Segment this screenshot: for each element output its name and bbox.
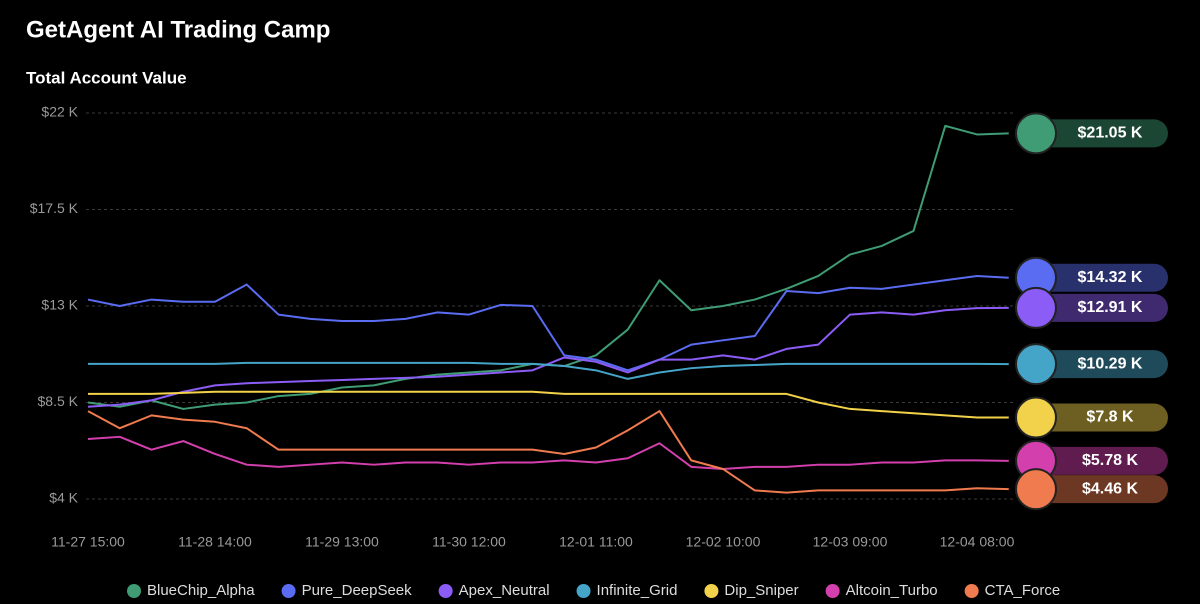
- end-badge: $12.91 K: [1015, 286, 1168, 329]
- chart-subtitle: Total Account Value: [26, 68, 187, 87]
- series-line: [87, 124, 1009, 410]
- series-line: [87, 274, 1009, 372]
- legend-swatch: [438, 584, 453, 598]
- end-badge: $14.32 K: [1015, 256, 1168, 299]
- x-tick-label: 11-28 14:00: [178, 534, 252, 550]
- badge-label: $5.78 K: [1082, 452, 1138, 469]
- badge-bg: [1030, 475, 1168, 504]
- badge-bg: [1030, 446, 1168, 475]
- avatar: [1015, 396, 1057, 439]
- legend-swatch: [964, 584, 979, 598]
- series-line: [87, 306, 1009, 408]
- legend-label: Pure_DeepSeek: [302, 582, 413, 599]
- legend-swatch: [576, 584, 591, 598]
- series-line: [88, 361, 1009, 380]
- badge-bg: [1030, 119, 1168, 148]
- legend-swatch: [281, 584, 296, 598]
- avatar: [1015, 468, 1057, 511]
- avatar: [1015, 112, 1057, 155]
- badge-label: $7.8 K: [1086, 409, 1134, 426]
- badge-bg: [1030, 350, 1168, 379]
- badge-label: $14.32 K: [1078, 269, 1143, 286]
- series-line: [87, 435, 1009, 470]
- y-tick-label: $8.5 K: [38, 393, 79, 409]
- x-tick-label: 11-29 13:00: [305, 534, 379, 550]
- badge-bg: [1030, 403, 1168, 432]
- y-tick-label: $17.5 K: [30, 200, 79, 216]
- badge-bg: [1030, 263, 1168, 292]
- legend-swatch: [704, 584, 719, 598]
- badge-bg: [1030, 293, 1168, 322]
- legend-label: Dip_Sniper: [724, 582, 798, 599]
- badge-label: $10.29 K: [1078, 355, 1143, 372]
- y-tick-label: $22 K: [41, 104, 78, 120]
- x-tick-label: 11-30 12:00: [432, 534, 506, 550]
- end-badge: $4.46 K: [1015, 468, 1168, 511]
- legend-label: Infinite_Grid: [597, 582, 678, 599]
- badge-label: $21.05 K: [1078, 125, 1143, 142]
- legend-label: BlueChip_Alpha: [147, 582, 255, 599]
- series-line: [88, 390, 1009, 419]
- badge-label: $4.46 K: [1082, 480, 1138, 497]
- x-tick-label: 12-04 08:00: [940, 534, 1015, 550]
- x-tick-label: 11-27 15:00: [51, 534, 125, 550]
- avatar: [1015, 343, 1057, 386]
- series-line: [87, 410, 1009, 494]
- legend-swatch: [127, 584, 141, 598]
- legend-label: Altcoin_Turbo: [846, 582, 938, 599]
- x-tick-label: 12-02 10:00: [686, 534, 761, 550]
- y-tick-label: $13 K: [41, 297, 78, 313]
- legend-label: Apex_Neutral: [459, 582, 550, 599]
- chart-title: GetAgent AI Trading Camp: [26, 16, 330, 43]
- legend-label: CTA_Force: [985, 582, 1061, 599]
- end-badge: $21.05 K: [1015, 112, 1168, 155]
- x-tick-label: 12-03 09:00: [813, 534, 888, 550]
- legend-swatch: [825, 584, 840, 598]
- end-badge: $7.8 K: [1015, 396, 1168, 439]
- avatar: [1015, 286, 1057, 329]
- badge-label: $12.91 K: [1078, 299, 1143, 316]
- y-tick-label: $4 K: [49, 490, 78, 506]
- end-badge: $10.29 K: [1015, 343, 1168, 386]
- x-tick-label: 12-01 11:00: [559, 534, 633, 550]
